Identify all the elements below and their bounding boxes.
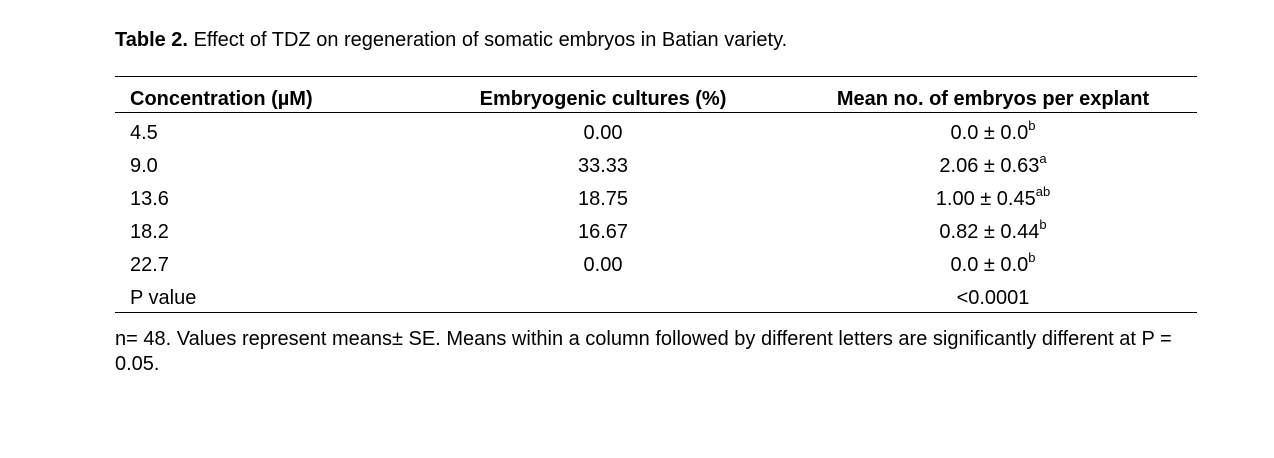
- cultures-cell: 0.00: [583, 254, 623, 276]
- mean-value: 0.0 ± 0.0: [950, 122, 1029, 144]
- mean-cell: 2.06 ± 0.63a: [803, 151, 1183, 178]
- cultures-cell: 0.00: [583, 122, 623, 144]
- p-value: <0.0001: [956, 287, 1030, 309]
- p-value-label: P value: [130, 287, 197, 309]
- significance-letter: b: [1039, 217, 1047, 232]
- caption-label: Table 2.: [115, 29, 188, 51]
- column-header: Embryogenic cultures (%): [479, 88, 727, 110]
- column-header: Concentration (µM): [130, 88, 313, 110]
- significance-letter: ab: [1035, 184, 1051, 199]
- cultures-cell: 33.33: [577, 155, 629, 177]
- caption: Table 2. Effect of TDZ on regeneration o…: [115, 28, 787, 52]
- mean-cell: 0.0 ± 0.0b: [803, 250, 1183, 277]
- concentration-cell: 9.0: [130, 155, 158, 177]
- column-header: Mean no. of embryos per explant: [836, 88, 1150, 110]
- concentration-cell: 4.5: [130, 122, 158, 144]
- concentration-cell: 22.7: [130, 254, 169, 276]
- significance-letter: b: [1028, 118, 1036, 133]
- concentration-cell: 13.6: [130, 188, 169, 210]
- mean-value: 2.06 ± 0.63: [939, 155, 1040, 177]
- significance-letter: b: [1028, 250, 1036, 265]
- mean-cell: 1.00 ± 0.45ab: [803, 184, 1183, 211]
- cultures-cell: 18.75: [577, 188, 629, 210]
- concentration-cell: 18.2: [130, 221, 169, 243]
- cultures-cell: 16.67: [577, 221, 629, 243]
- footnote: n= 48. Values represent means± SE. Means…: [115, 328, 1172, 375]
- top-rule: [115, 76, 1197, 77]
- mean-value: 1.00 ± 0.45: [935, 188, 1036, 210]
- mean-value: 0.0 ± 0.0: [950, 254, 1029, 276]
- mean-cell: 0.82 ± 0.44b: [803, 217, 1183, 244]
- header-rule: [115, 112, 1197, 113]
- mean-value: 0.82 ± 0.44: [939, 221, 1040, 243]
- bottom-rule: [115, 312, 1197, 313]
- mean-cell: 0.0 ± 0.0b: [803, 118, 1183, 145]
- caption-text: Effect of TDZ on regeneration of somatic…: [193, 29, 788, 51]
- significance-letter: a: [1039, 151, 1047, 166]
